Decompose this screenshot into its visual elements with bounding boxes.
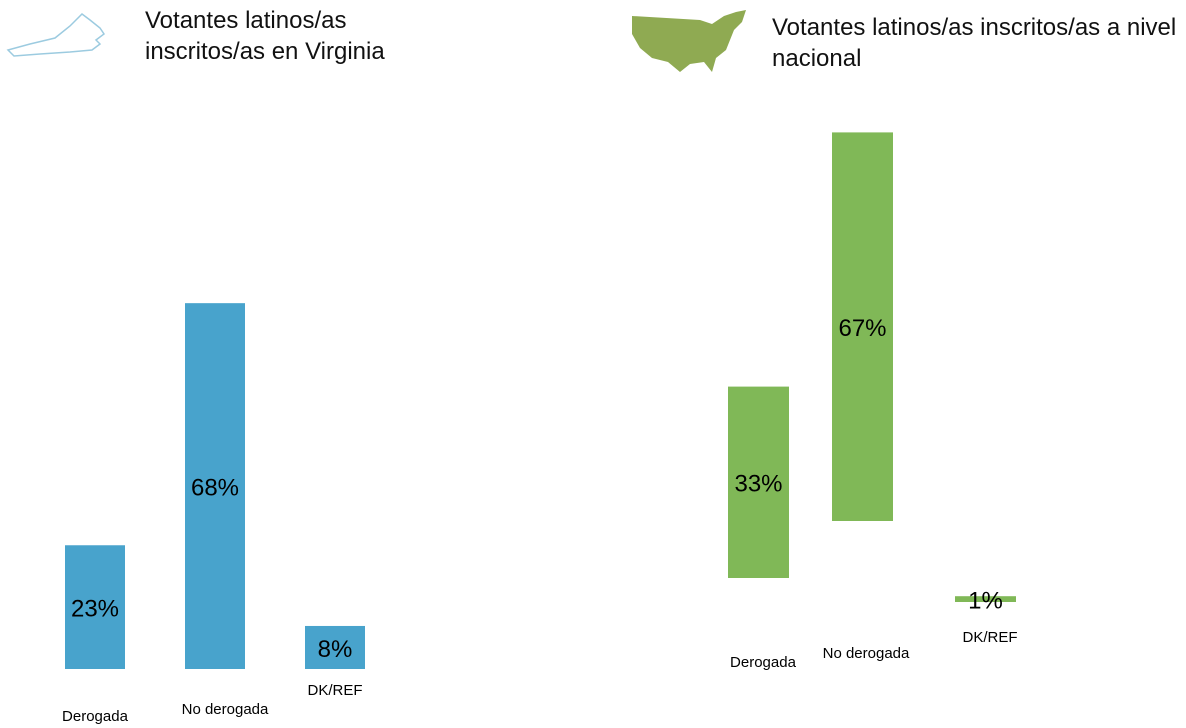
virginia-icon <box>6 13 106 57</box>
value-label: 8% <box>318 636 353 663</box>
category-label: No derogada <box>823 645 910 662</box>
value-label: 67% <box>838 315 886 342</box>
bar <box>65 545 125 669</box>
category-label: Derogada <box>62 708 129 725</box>
category-label: DK/REF <box>962 629 1017 646</box>
value-label: 1% <box>968 587 1003 614</box>
value-label: 33% <box>734 471 782 498</box>
category-label: Derogada <box>730 654 797 671</box>
bar <box>728 386 789 578</box>
chart-title: Votantes latinos/as inscritos/as en Virg… <box>145 7 385 65</box>
value-label: 68% <box>191 474 239 501</box>
chart-title: Votantes latinos/as inscritos/as a nivel… <box>772 14 1177 72</box>
bar <box>955 596 1016 602</box>
bar <box>185 303 245 669</box>
bar <box>832 132 893 521</box>
value-label: 23% <box>71 595 119 622</box>
category-label: No derogada <box>182 701 269 718</box>
bar <box>305 625 365 669</box>
category-label: DK/REF <box>307 682 362 699</box>
usa-icon <box>632 10 746 72</box>
